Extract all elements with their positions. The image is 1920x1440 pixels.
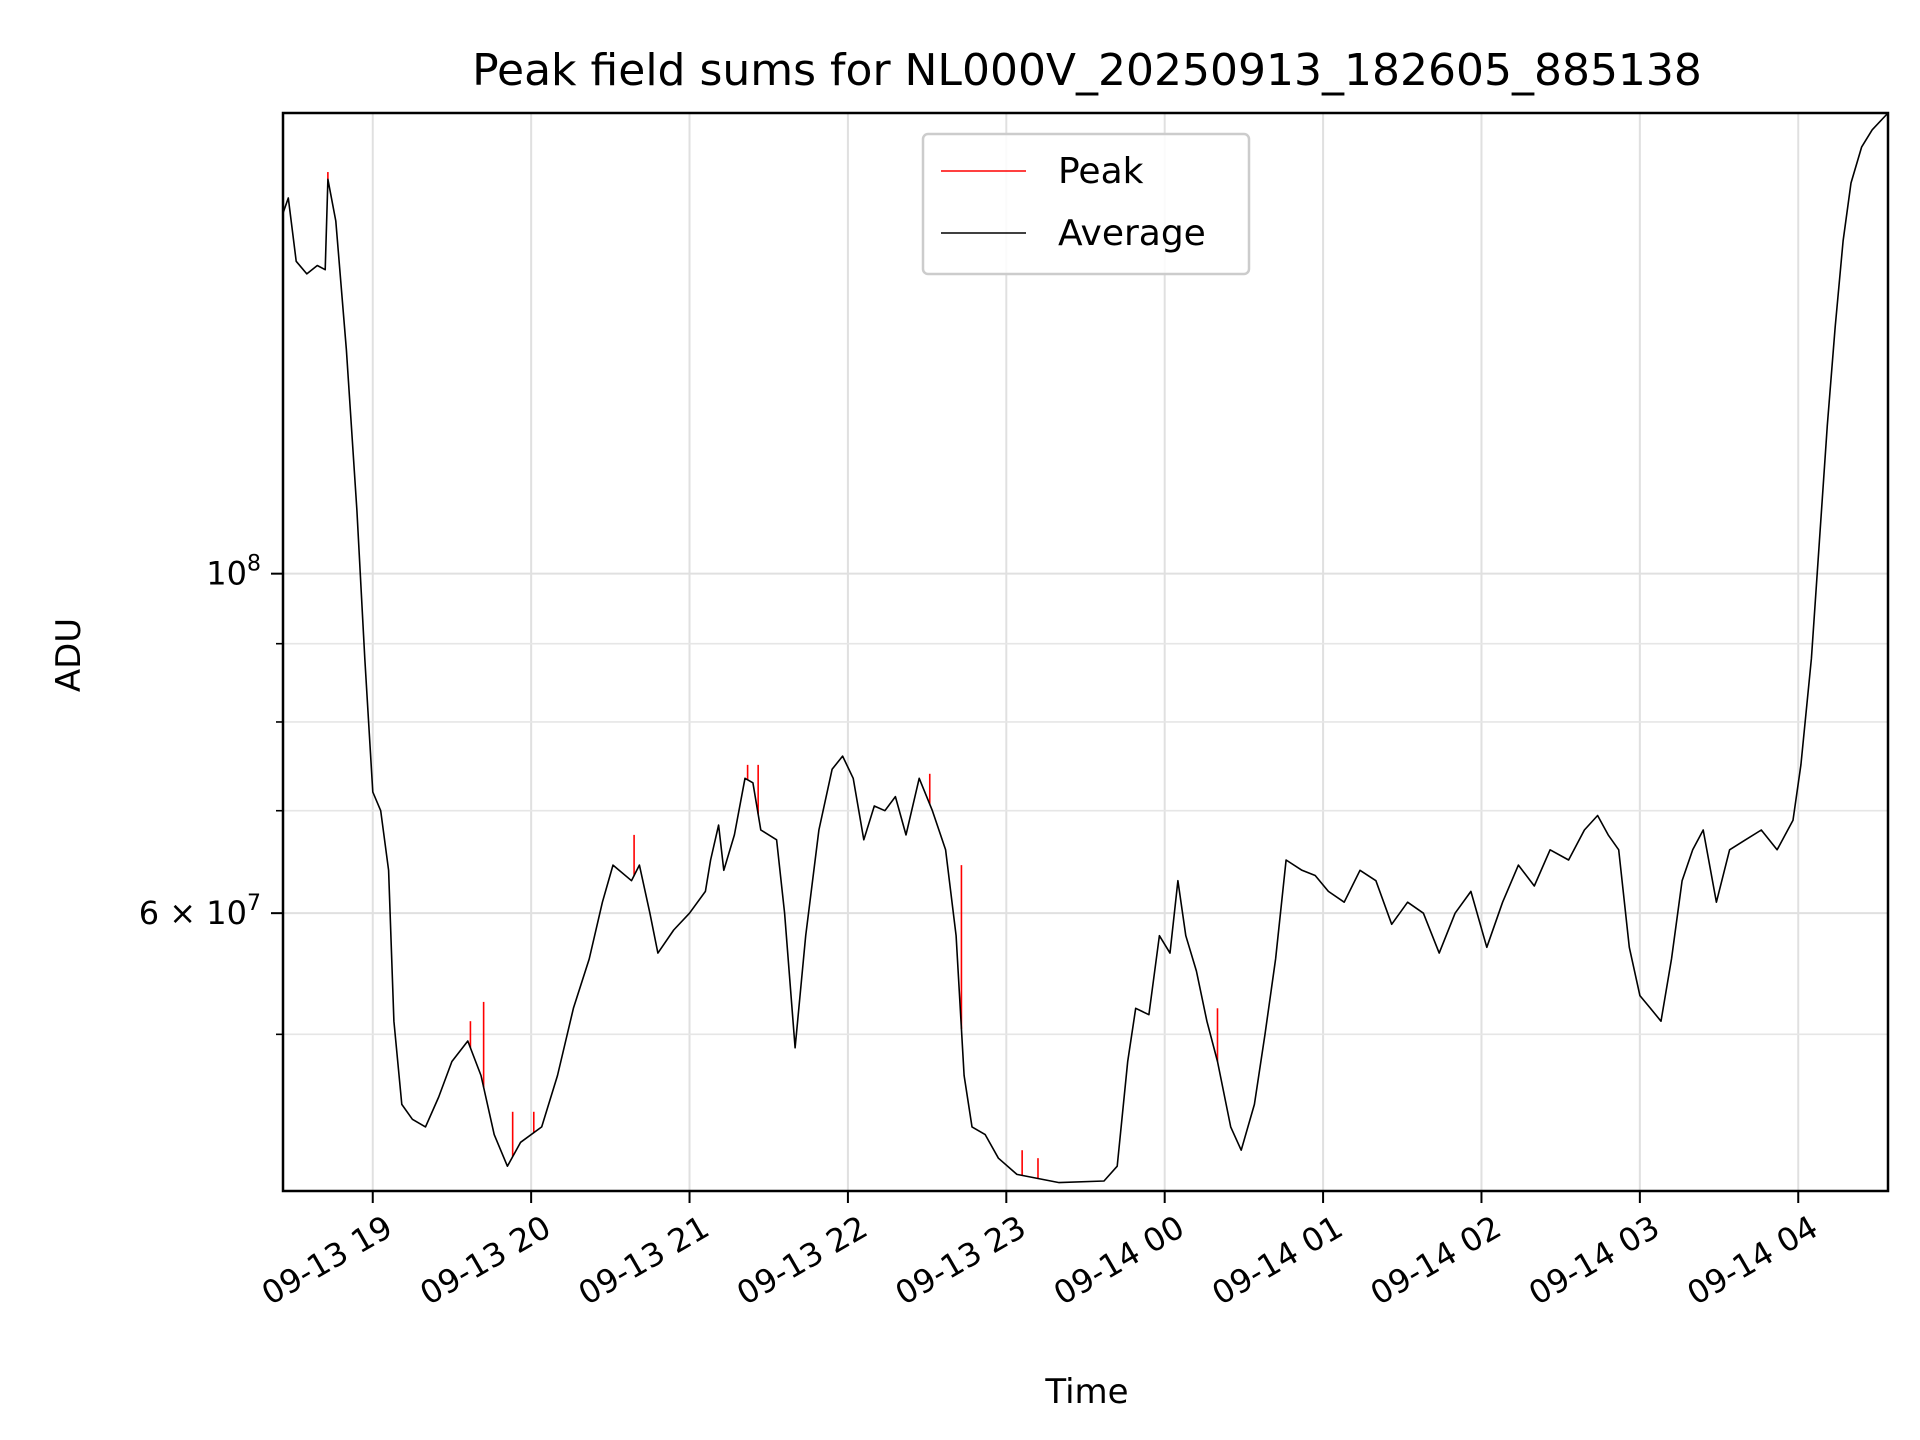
plot-frame — [281, 111, 1890, 1193]
series-peak — [327, 172, 1575, 1179]
chart-title: Peak field sums for NL000V_20250913_1826… — [472, 45, 1702, 96]
grid — [283, 113, 1888, 1191]
series-average — [282, 112, 1889, 1184]
plot-area — [282, 112, 1889, 1184]
average-line — [282, 112, 1889, 1184]
y-axis-label: ADU — [49, 618, 89, 692]
y-tick-label: 6 × 107 — [139, 891, 261, 932]
x-axis-label: Time — [1044, 1372, 1128, 1412]
legend-box — [921, 132, 1251, 276]
legend: Peak Average — [921, 132, 1251, 276]
legend-peak-label: Peak — [1058, 151, 1144, 192]
legend-average-label: Average — [1058, 213, 1206, 254]
